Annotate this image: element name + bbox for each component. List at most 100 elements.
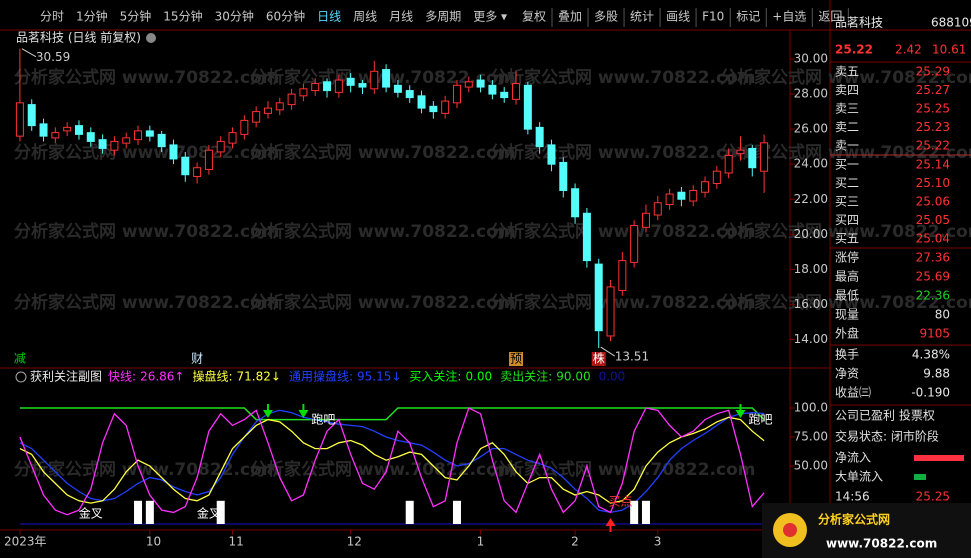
watermark: 分析家公式网 www.70822.com xyxy=(14,67,279,88)
candle-body xyxy=(500,91,509,99)
tool-button[interactable]: 返回 xyxy=(818,10,842,24)
candle-body xyxy=(559,161,568,191)
signal-label: 金叉 xyxy=(197,506,221,521)
candle-body xyxy=(630,225,639,263)
period-tab[interactable]: 月线 xyxy=(389,10,413,24)
y-tick-label: 100.0 xyxy=(794,401,828,415)
y-tick-label: 30.00 xyxy=(794,52,828,66)
watermark: 分析家公式网 www.70822.com xyxy=(490,142,755,163)
bid-price: 25.14 xyxy=(916,158,950,172)
watermark: 分析家公式网 www.70822.com xyxy=(490,221,755,242)
signal-label: 金叉 xyxy=(79,506,103,521)
tool-button[interactable]: 标记 xyxy=(736,10,760,24)
ask-price: 25.25 xyxy=(916,102,950,116)
candle-body xyxy=(370,70,379,90)
stock-code: 688109 xyxy=(931,16,971,30)
stat-label: 现量 xyxy=(835,308,859,322)
candle-body xyxy=(382,69,391,88)
stat-value: 9105 xyxy=(919,327,950,341)
x-tick-label: 1 xyxy=(477,535,485,549)
period-tab[interactable]: 15分钟 xyxy=(163,9,202,24)
candle-body xyxy=(263,107,272,114)
candle-body xyxy=(547,144,556,165)
signal-bar xyxy=(405,500,414,524)
chart-title: 品茗科技 (日线 前复权) xyxy=(16,30,141,45)
candle-body xyxy=(653,202,662,216)
candle-body xyxy=(216,140,225,153)
finance-label: 收益㈢ xyxy=(835,386,871,400)
candle-body xyxy=(523,84,532,130)
period-tab[interactable]: 30分钟 xyxy=(215,9,254,24)
x-tick-label: 2023年 xyxy=(4,535,47,549)
event-marker: 减 xyxy=(14,352,26,366)
candle-body xyxy=(63,126,72,132)
candle-body xyxy=(393,84,402,93)
signal-bar xyxy=(145,500,154,524)
legend-name: 卖出关注: xyxy=(500,369,552,384)
candle-body xyxy=(74,125,83,135)
high-label: 30.59 xyxy=(36,50,70,64)
period-tab[interactable]: 日线 xyxy=(317,10,341,24)
candle-body xyxy=(86,132,95,142)
watermark: 分析家公式网 www.70822.com xyxy=(720,292,971,313)
tool-button[interactable]: 复权 xyxy=(522,10,546,24)
signal-label: 买点 xyxy=(609,495,633,509)
candle-body xyxy=(712,170,721,184)
candle-body xyxy=(110,140,119,151)
low-pointer xyxy=(600,346,615,357)
tool-button[interactable]: 画线 xyxy=(666,10,690,24)
period-tab[interactable]: 多周期 xyxy=(425,10,461,24)
tick-time: 14:56 xyxy=(835,490,870,504)
candle-body xyxy=(405,90,414,99)
candle-body xyxy=(334,79,343,93)
finance-value: 9.88 xyxy=(923,367,950,381)
y-tick-label: 24.00 xyxy=(794,157,828,171)
bid-price: 25.06 xyxy=(916,195,950,209)
bid-price: 25.04 xyxy=(916,232,950,246)
ask-price: 25.27 xyxy=(916,83,950,97)
title-menu-icon xyxy=(146,33,156,43)
watermark: 分析家公式网 www.70822.com xyxy=(490,67,755,88)
tool-button[interactable]: 统计 xyxy=(630,10,654,24)
tool-button[interactable]: F10 xyxy=(702,10,724,24)
info-line: 公司已盈利 投票权 xyxy=(835,408,935,423)
period-tab[interactable]: 分时 xyxy=(40,10,64,24)
period-tab[interactable]: 60分钟 xyxy=(266,9,305,24)
candle-body xyxy=(452,84,461,104)
period-tab[interactable]: 1分钟 xyxy=(76,9,108,24)
stat-label: 外盘 xyxy=(835,326,859,341)
period-tab[interactable]: 5分钟 xyxy=(120,9,152,24)
bid-label: 买一 xyxy=(835,158,859,172)
candle-body xyxy=(15,102,24,137)
candle-body xyxy=(441,100,450,114)
watermark: 分析家公式网 www.70822.com xyxy=(14,292,279,313)
watermark: 分析家公式网 www.70822.com xyxy=(14,221,279,242)
y-tick-label: 20.00 xyxy=(794,227,828,241)
candle-body xyxy=(464,81,473,88)
tool-button[interactable]: 多股 xyxy=(594,10,618,24)
legend-value: 0.00 xyxy=(599,370,626,384)
candle-body xyxy=(641,212,650,228)
indicator-line xyxy=(19,416,765,504)
sell-arrow xyxy=(735,404,746,418)
tool-button[interactable]: +自选 xyxy=(772,10,806,24)
watermark: 分析家公式网 www.70822.com xyxy=(720,142,971,163)
candle-body xyxy=(193,167,202,177)
y-tick-label: 26.00 xyxy=(794,122,828,136)
signal-bar xyxy=(134,500,143,524)
watermark: 分析家公式网 www.70822.com xyxy=(250,142,515,163)
watermark: 分析家公式网 www.70822.com xyxy=(14,142,279,163)
sell-arrow xyxy=(298,404,309,418)
tool-button[interactable]: 叠加 xyxy=(558,10,582,24)
period-tab[interactable]: 更多 ▾ xyxy=(473,10,507,24)
y-tick-label: 50.00 xyxy=(794,459,828,473)
legend-value: 26.86↑ xyxy=(140,370,184,384)
subchart-icon xyxy=(15,371,27,383)
candle-body xyxy=(677,191,686,200)
ask-label: 卖二 xyxy=(835,120,859,134)
candle-body xyxy=(299,88,308,97)
period-tab[interactable]: 周线 xyxy=(353,10,377,24)
candle-body xyxy=(39,123,48,137)
ask-price: 25.22 xyxy=(916,139,950,153)
